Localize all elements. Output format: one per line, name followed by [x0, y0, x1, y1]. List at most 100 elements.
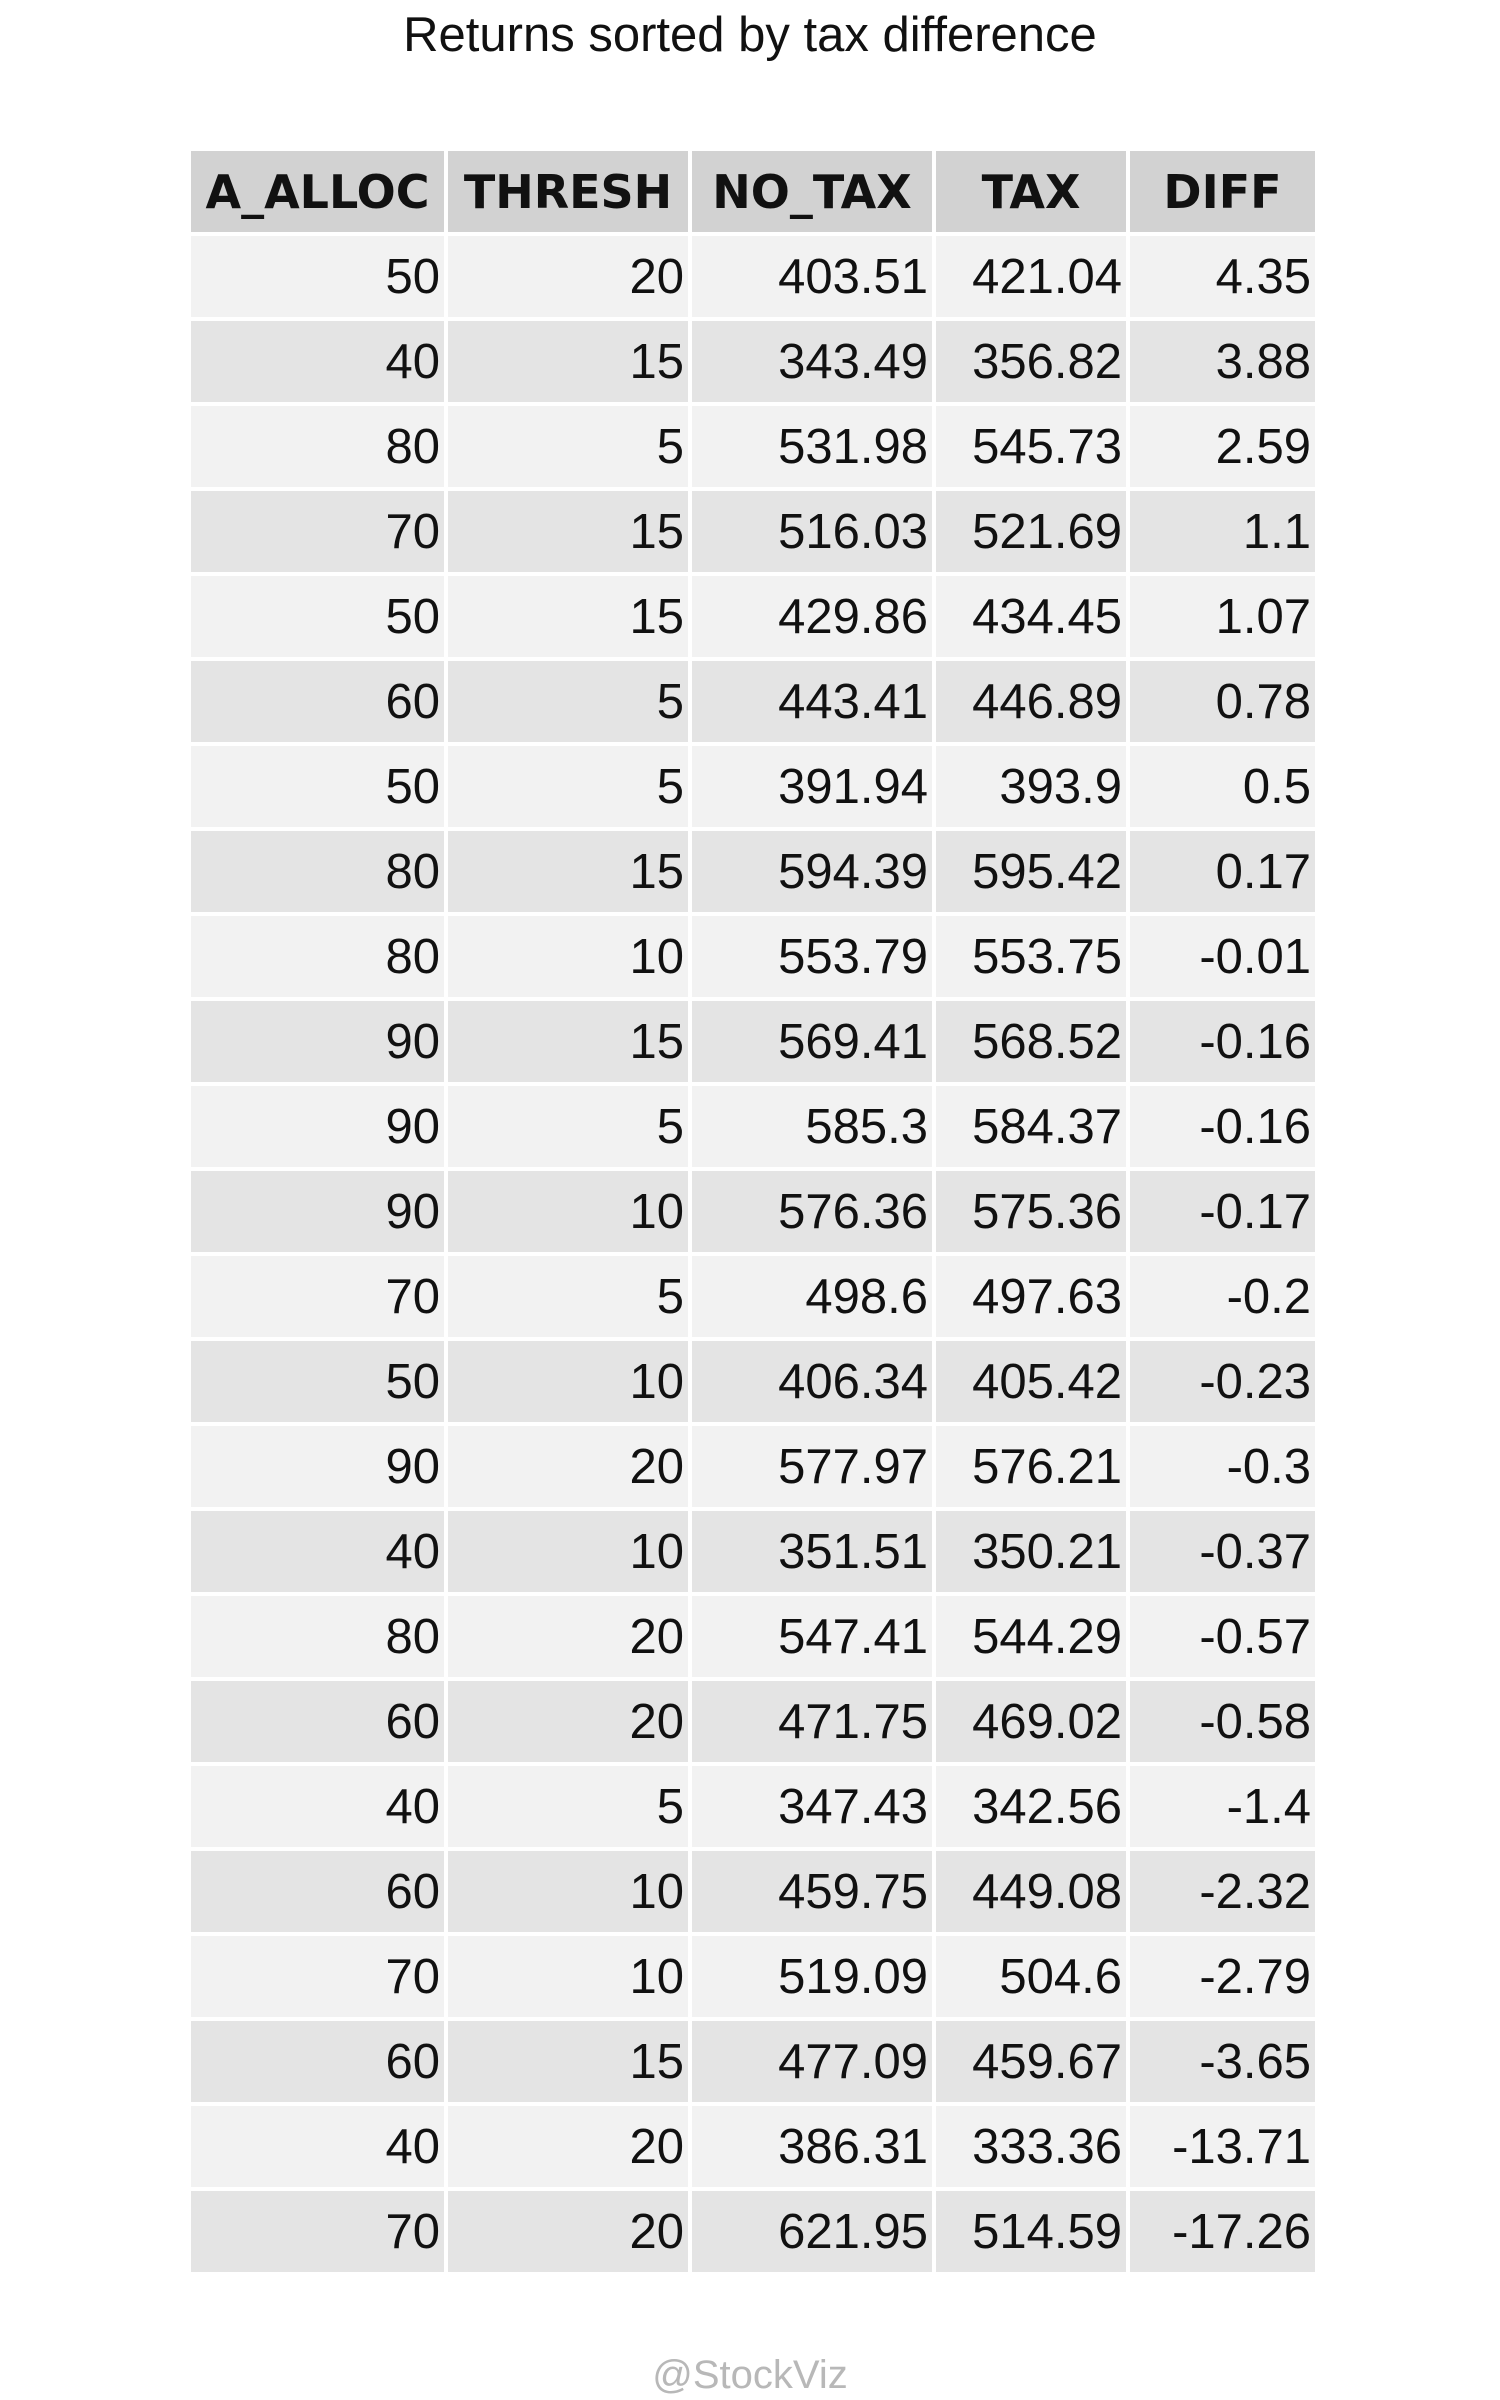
cell-no-tax: 477.09 [692, 2021, 936, 2106]
cell-diff: 3.88 [1130, 321, 1315, 406]
cell-thresh: 5 [448, 746, 692, 831]
cell-diff: 0.17 [1130, 831, 1315, 916]
cell-a-alloc: 40 [191, 1511, 448, 1596]
table-body: 50 20 403.51 421.04 4.35 40 15 343.49 356.82 3.88… [191, 236, 1315, 2276]
cell-tax: 469.02 [936, 1681, 1130, 1766]
cell-diff: -0.23 [1130, 1341, 1315, 1426]
cell-no-tax: 406.34 [692, 1341, 936, 1426]
table-row: 50 15 429.86 434.45 1.07 [191, 576, 1315, 661]
footer-credit: @StockViz [652, 2353, 848, 2397]
table-row: 90 15 569.41 568.52 -0.16 [191, 1001, 1315, 1086]
table-row: 60 20 471.75 469.02 -0.58 [191, 1681, 1315, 1766]
cell-thresh: 10 [448, 1511, 692, 1596]
cell-thresh: 5 [448, 406, 692, 491]
cell-tax: 421.04 [936, 236, 1130, 321]
cell-diff: 1.1 [1130, 491, 1315, 576]
cell-a-alloc: 40 [191, 1766, 448, 1851]
cell-tax: 568.52 [936, 1001, 1130, 1086]
cell-diff: -0.58 [1130, 1681, 1315, 1766]
cell-tax: 576.21 [936, 1426, 1130, 1511]
cell-tax: 405.42 [936, 1341, 1130, 1426]
cell-no-tax: 519.09 [692, 1936, 936, 2021]
cell-tax: 545.73 [936, 406, 1130, 491]
cell-a-alloc: 60 [191, 1851, 448, 1936]
cell-diff: -0.57 [1130, 1596, 1315, 1681]
cell-tax: 553.75 [936, 916, 1130, 1001]
cell-thresh: 15 [448, 576, 692, 661]
cell-diff: 0.78 [1130, 661, 1315, 746]
cell-thresh: 15 [448, 321, 692, 406]
cell-a-alloc: 50 [191, 576, 448, 661]
table-row: 80 15 594.39 595.42 0.17 [191, 831, 1315, 916]
cell-thresh: 15 [448, 831, 692, 916]
cell-thresh: 5 [448, 661, 692, 746]
cell-a-alloc: 60 [191, 1681, 448, 1766]
cell-a-alloc: 70 [191, 491, 448, 576]
cell-no-tax: 547.41 [692, 1596, 936, 1681]
cell-thresh: 20 [448, 2106, 692, 2191]
table-row: 40 5 347.43 342.56 -1.4 [191, 1766, 1315, 1851]
cell-a-alloc: 80 [191, 406, 448, 491]
cell-no-tax: 553.79 [692, 916, 936, 1001]
cell-diff: -0.16 [1130, 1086, 1315, 1171]
cell-a-alloc: 80 [191, 831, 448, 916]
header-row: A_ALLOC THRESH NO_TAX TAX DIFF [191, 151, 1315, 236]
cell-no-tax: 576.36 [692, 1171, 936, 1256]
cell-a-alloc: 40 [191, 2106, 448, 2191]
cell-diff: -3.65 [1130, 2021, 1315, 2106]
cell-diff: -0.2 [1130, 1256, 1315, 1341]
table-row: 50 5 391.94 393.9 0.5 [191, 746, 1315, 831]
cell-thresh: 5 [448, 1766, 692, 1851]
cell-thresh: 20 [448, 1426, 692, 1511]
cell-no-tax: 391.94 [692, 746, 936, 831]
table-row: 80 10 553.79 553.75 -0.01 [191, 916, 1315, 1001]
cell-thresh: 15 [448, 491, 692, 576]
cell-a-alloc: 40 [191, 321, 448, 406]
cell-no-tax: 585.3 [692, 1086, 936, 1171]
cell-no-tax: 343.49 [692, 321, 936, 406]
cell-tax: 434.45 [936, 576, 1130, 661]
cell-diff: -13.71 [1130, 2106, 1315, 2191]
cell-a-alloc: 70 [191, 2191, 448, 2276]
column-header-no-tax: NO_TAX [692, 151, 936, 236]
cell-diff: 1.07 [1130, 576, 1315, 661]
cell-tax: 446.89 [936, 661, 1130, 746]
cell-tax: 521.69 [936, 491, 1130, 576]
table-header: A_ALLOC THRESH NO_TAX TAX DIFF [191, 151, 1315, 236]
cell-no-tax: 347.43 [692, 1766, 936, 1851]
cell-a-alloc: 80 [191, 1596, 448, 1681]
cell-a-alloc: 70 [191, 1936, 448, 2021]
cell-a-alloc: 50 [191, 1341, 448, 1426]
cell-no-tax: 403.51 [692, 236, 936, 321]
cell-no-tax: 443.41 [692, 661, 936, 746]
cell-a-alloc: 50 [191, 236, 448, 321]
cell-thresh: 15 [448, 2021, 692, 2106]
cell-thresh: 20 [448, 1681, 692, 1766]
cell-thresh: 20 [448, 1596, 692, 1681]
cell-a-alloc: 50 [191, 746, 448, 831]
table-row: 40 15 343.49 356.82 3.88 [191, 321, 1315, 406]
table-row: 90 10 576.36 575.36 -0.17 [191, 1171, 1315, 1256]
column-header-thresh: THRESH [448, 151, 692, 236]
cell-diff: -17.26 [1130, 2191, 1315, 2276]
cell-tax: 575.36 [936, 1171, 1130, 1256]
column-header-diff: DIFF [1130, 151, 1315, 236]
cell-no-tax: 429.86 [692, 576, 936, 661]
table-row: 70 10 519.09 504.6 -2.79 [191, 1936, 1315, 2021]
cell-no-tax: 577.97 [692, 1426, 936, 1511]
cell-a-alloc: 60 [191, 2021, 448, 2106]
cell-tax: 497.63 [936, 1256, 1130, 1341]
cell-tax: 333.36 [936, 2106, 1130, 2191]
column-header-a-alloc: A_ALLOC [191, 151, 448, 236]
cell-thresh: 10 [448, 1851, 692, 1936]
cell-tax: 350.21 [936, 1511, 1130, 1596]
cell-a-alloc: 90 [191, 1426, 448, 1511]
returns-table: A_ALLOC THRESH NO_TAX TAX DIFF 50 20 403.5… [191, 151, 1315, 2276]
cell-thresh: 20 [448, 2191, 692, 2276]
cell-diff: -1.4 [1130, 1766, 1315, 1851]
cell-no-tax: 386.31 [692, 2106, 936, 2191]
table-row: 60 10 459.75 449.08 -2.32 [191, 1851, 1315, 1936]
cell-no-tax: 569.41 [692, 1001, 936, 1086]
table-row: 40 20 386.31 333.36 -13.71 [191, 2106, 1315, 2191]
cell-no-tax: 531.98 [692, 406, 936, 491]
